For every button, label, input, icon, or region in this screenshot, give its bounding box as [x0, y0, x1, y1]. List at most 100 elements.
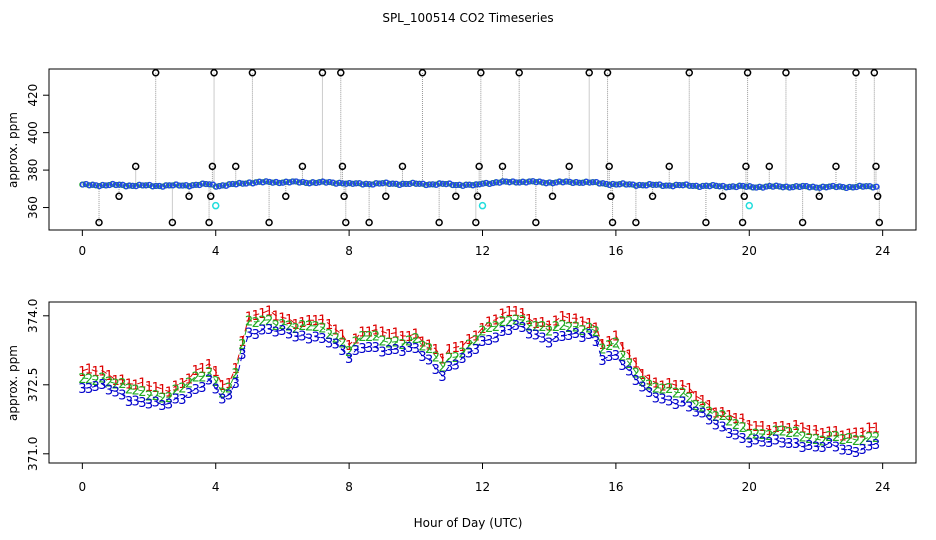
- bottom-series-marker-3: 3: [338, 344, 346, 359]
- top-baseline-point: [189, 182, 197, 189]
- bottom-series-marker-1: 1: [458, 340, 466, 355]
- bottom-series-marker-1: 1: [505, 305, 513, 320]
- bottom-series-marker-1: 1: [772, 421, 780, 436]
- top-spike-point: [743, 68, 752, 77]
- top-baseline-point: [526, 178, 533, 185]
- bottom-series-marker-1: 1: [378, 326, 386, 341]
- top-baseline-point: [723, 184, 730, 191]
- top-baseline-point: [796, 183, 803, 190]
- bottom-series-marker-2: 2: [418, 339, 426, 354]
- top-baseline-point: [710, 181, 717, 189]
- top-baseline-point: [153, 182, 160, 190]
- bottom-series-marker-2: 2: [498, 315, 506, 330]
- top-baseline-point: [289, 178, 297, 185]
- bottom-series-marker-2: 2: [298, 319, 306, 334]
- bottom-series-marker-2: 2: [732, 418, 740, 433]
- top-baseline-point: [516, 179, 523, 186]
- top-spike-point: [515, 68, 523, 77]
- bottom-series-marker-3: 3: [605, 350, 613, 365]
- top-baseline-point: [166, 182, 173, 189]
- bottom-series-marker-3: 3: [645, 386, 653, 401]
- bottom-x-ticks: 0 4 8 12 16 20 24: [79, 463, 890, 494]
- top-baseline-point: [503, 178, 510, 185]
- bottom-x-tick-label: 8: [345, 480, 353, 494]
- top-baseline-point: [576, 179, 583, 186]
- top-baseline-point: [423, 181, 430, 189]
- top-baseline-point: [493, 179, 500, 186]
- bottom-series-marker-1: 1: [605, 335, 613, 350]
- bottom-series-marker-3: 3: [225, 389, 233, 404]
- bottom-series-marker-2: 2: [752, 428, 760, 443]
- bottom-series-marker-2: 2: [552, 320, 560, 335]
- bottom-series-marker-2: 2: [125, 383, 133, 398]
- top-x-tick-label: 4: [212, 244, 220, 258]
- bottom-series-marker-2: 2: [312, 320, 320, 335]
- bottom-series-marker-2: 2: [652, 381, 660, 396]
- top-baseline-point: [520, 178, 527, 185]
- top-cyan-point: [745, 201, 754, 210]
- bottom-series-marker-1: 1: [365, 326, 373, 341]
- top-baseline-point: [546, 179, 553, 186]
- bottom-series-marker-1: 1: [165, 386, 173, 401]
- top-spike-point: [477, 68, 485, 77]
- top-baseline-point: [623, 181, 630, 188]
- bottom-series-marker-2: 2: [545, 325, 553, 340]
- bottom-series-marker-1: 1: [425, 338, 433, 353]
- bottom-series-marker-2: 2: [98, 372, 106, 387]
- bottom-series-marker-1: 1: [198, 362, 206, 377]
- bottom-series-marker-3: 3: [638, 381, 646, 396]
- bottom-series-marker-3: 3: [558, 330, 566, 345]
- bottom-series-marker-3: 3: [572, 327, 580, 342]
- bottom-series-marker-1: 1: [558, 310, 566, 325]
- top-spike-point: [648, 192, 657, 201]
- bottom-series-marker-1: 1: [859, 426, 867, 441]
- bottom-series-marker-2: 2: [785, 426, 793, 441]
- bottom-series-marker-2: 2: [258, 314, 266, 329]
- bottom-series-marker-3: 3: [232, 377, 240, 392]
- bottom-series-marker-2: 2: [305, 320, 313, 335]
- top-spike-point: [765, 162, 774, 171]
- top-baseline-point: [353, 180, 360, 187]
- bottom-series-marker-1: 1: [745, 419, 753, 434]
- bottom-series-marker-3: 3: [425, 354, 433, 369]
- bottom-x-tick-label: 20: [742, 480, 757, 494]
- bottom-series-marker-1: 1: [612, 329, 620, 344]
- top-baseline-point: [653, 181, 660, 188]
- top-spike-point: [398, 162, 407, 171]
- top-baseline-point: [126, 182, 133, 189]
- bottom-series-marker-3: 3: [292, 330, 300, 345]
- top-spike-point: [205, 218, 213, 227]
- top-baseline-point: [800, 182, 807, 190]
- bottom-series-marker-2: 2: [265, 314, 273, 329]
- bottom-series-marker-1: 1: [258, 307, 266, 322]
- bottom-series-marker-2: 2: [592, 325, 600, 340]
- top-baseline-point: [93, 182, 100, 189]
- top-spike-point: [340, 192, 348, 201]
- bottom-series-marker-3: 3: [132, 394, 140, 409]
- top-baseline-point: [219, 182, 227, 189]
- bottom-series-marker-2: 2: [112, 377, 120, 392]
- bottom-series-marker-2: 2: [172, 383, 180, 398]
- top-spike-point: [115, 192, 123, 201]
- bottom-series-marker-2: 2: [345, 345, 353, 360]
- bottom-series-marker-3: 3: [472, 343, 480, 358]
- top-baseline-point: [573, 179, 580, 186]
- top-spike-point: [342, 218, 350, 227]
- top-baseline-point: [716, 183, 723, 190]
- bottom-series-marker-2: 2: [818, 434, 826, 449]
- bottom-series-marker-1: 1: [792, 419, 800, 434]
- bottom-series-marker-1: 1: [638, 368, 646, 383]
- bottom-series-marker-3: 3: [812, 441, 820, 456]
- bottom-series-marker-2: 2: [292, 322, 300, 337]
- top-baseline-point: [556, 178, 563, 185]
- bottom-series-marker-3: 3: [158, 399, 166, 414]
- top-spike-point: [740, 192, 749, 201]
- bottom-series-marker-3: 3: [165, 397, 173, 412]
- top-baseline-point: [136, 181, 143, 188]
- top-baseline-point: [399, 180, 407, 187]
- bottom-series-marker-2: 2: [198, 370, 206, 385]
- top-baseline-point: [750, 184, 757, 191]
- bottom-series-marker-3: 3: [192, 383, 200, 398]
- bottom-series-marker-3: 3: [832, 440, 840, 455]
- top-baseline-point: [453, 181, 460, 189]
